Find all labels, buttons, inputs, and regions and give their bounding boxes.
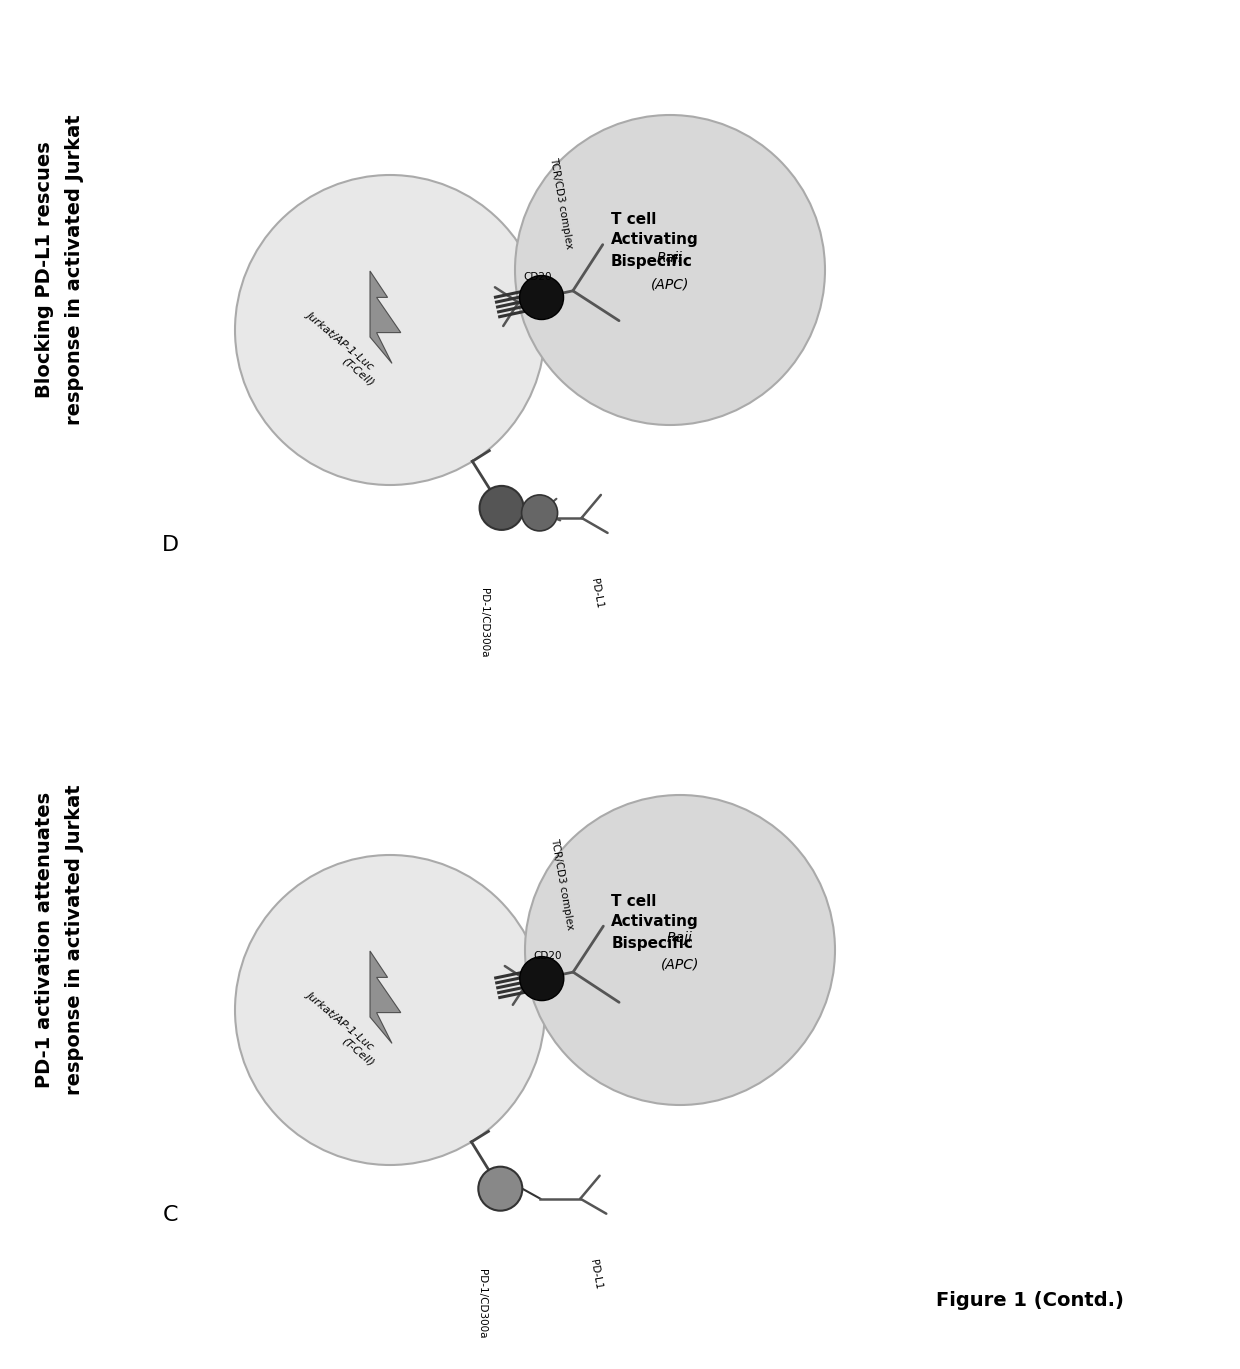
- Text: TCR/CD3 complex: TCR/CD3 complex: [549, 836, 575, 931]
- Text: Jurkat/AP-1-Luc: Jurkat/AP-1-Luc: [304, 988, 376, 1051]
- Text: CD20: CD20: [523, 272, 552, 282]
- Text: response in activated Jurkat: response in activated Jurkat: [66, 784, 84, 1095]
- Polygon shape: [370, 271, 401, 363]
- Text: (APC): (APC): [651, 277, 689, 292]
- Text: Bispecific: Bispecific: [611, 255, 693, 270]
- Text: D: D: [161, 535, 179, 554]
- Text: Raji: Raji: [667, 931, 693, 945]
- Circle shape: [525, 795, 835, 1105]
- Circle shape: [520, 275, 563, 319]
- Text: (T-Cell): (T-Cell): [340, 1036, 376, 1068]
- Text: PD-L1: PD-L1: [588, 1258, 603, 1291]
- Circle shape: [236, 175, 546, 485]
- Circle shape: [515, 115, 825, 424]
- Text: Jurkat/AP-1-Luc: Jurkat/AP-1-Luc: [304, 309, 376, 371]
- Text: (APC): (APC): [661, 957, 699, 971]
- Circle shape: [479, 1166, 522, 1210]
- Circle shape: [522, 496, 558, 531]
- Text: Blocking PD-L1 rescues: Blocking PD-L1 rescues: [36, 141, 55, 398]
- Text: PD-1/CD300a: PD-1/CD300a: [477, 1269, 487, 1338]
- Text: Bispecific: Bispecific: [611, 935, 693, 950]
- Circle shape: [520, 957, 564, 1001]
- Text: PD-1/CD300a: PD-1/CD300a: [479, 587, 489, 657]
- Text: T cell: T cell: [611, 894, 657, 909]
- Text: Activating: Activating: [611, 913, 699, 928]
- Text: TCR/CD3 complex: TCR/CD3 complex: [548, 156, 574, 249]
- Text: CD20: CD20: [533, 951, 562, 961]
- Text: response in activated Jurkat: response in activated Jurkat: [66, 115, 84, 426]
- Text: (T-Cell): (T-Cell): [340, 356, 376, 389]
- Polygon shape: [370, 951, 401, 1043]
- Text: Activating: Activating: [611, 233, 698, 248]
- Text: PD-L1: PD-L1: [589, 578, 604, 609]
- Text: T cell: T cell: [611, 212, 656, 227]
- Text: Figure 1 (Contd.): Figure 1 (Contd.): [936, 1291, 1123, 1310]
- Circle shape: [236, 856, 546, 1165]
- Text: C: C: [162, 1205, 177, 1225]
- Text: Raji: Raji: [657, 251, 683, 266]
- Circle shape: [480, 486, 523, 530]
- Text: PD-1 activation attenuates: PD-1 activation attenuates: [36, 791, 55, 1088]
